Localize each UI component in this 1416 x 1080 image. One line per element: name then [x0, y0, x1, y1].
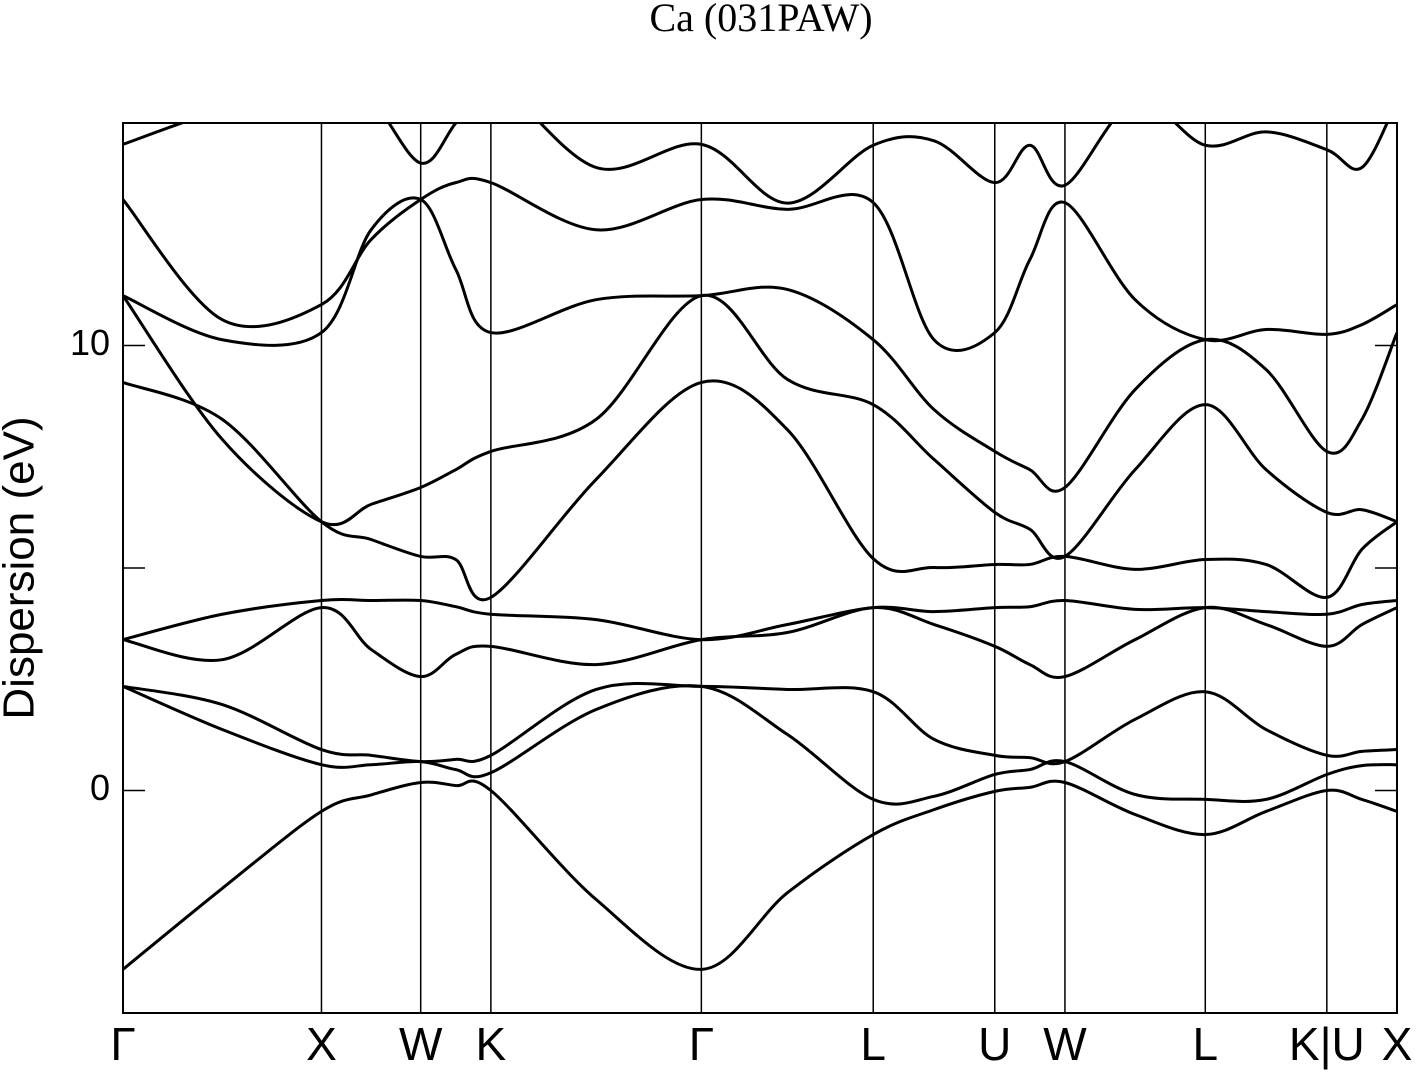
x-tick-label: W: [1043, 1018, 1087, 1070]
x-tick-label: K: [476, 1018, 507, 1070]
band-line: [123, 294, 1397, 560]
band-line: [123, 123, 1389, 205]
x-tick-label: U: [978, 1018, 1011, 1070]
band-line: [123, 684, 1397, 806]
band-line: [123, 176, 1397, 352]
y-tick-label: 10: [70, 322, 110, 363]
band-line: [123, 379, 1397, 602]
x-tick-label: L: [1192, 1018, 1218, 1070]
x-tick-label: Γ: [110, 1018, 135, 1070]
chart-title: Ca (031PAW): [649, 0, 872, 40]
band-line: [123, 605, 1397, 679]
x-tick-label: X: [1382, 1018, 1413, 1070]
y-axis-label: Dispersion (eV): [0, 416, 44, 719]
y-tick-label: 0: [90, 767, 110, 808]
grid: [122, 123, 1398, 1013]
band-line: [123, 681, 1397, 766]
x-tick-label: L: [860, 1018, 886, 1070]
band-line: [123, 779, 1397, 971]
band-line: [123, 196, 1397, 493]
bands: [123, 123, 1397, 971]
x-tick-label: X: [306, 1018, 337, 1070]
plot-frame: [122, 122, 1398, 1014]
x-tick-label: K|U: [1289, 1018, 1365, 1070]
band-line: [123, 597, 1397, 642]
x-tick-label: W: [399, 1018, 443, 1070]
x-tick-label: Γ: [689, 1018, 714, 1070]
